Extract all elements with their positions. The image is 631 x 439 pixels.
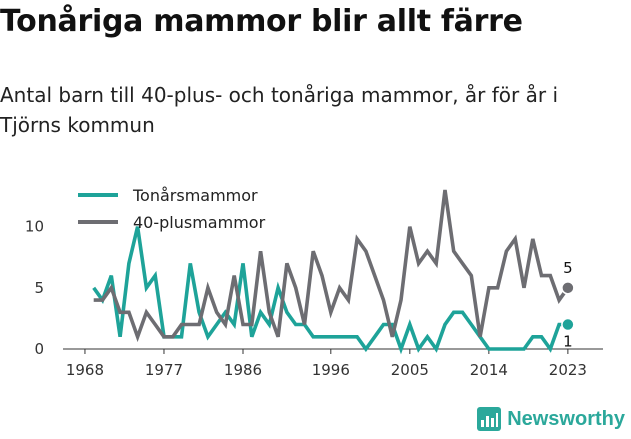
y-tick-label: 5 (34, 279, 44, 297)
brand: Newsworthy (477, 407, 625, 431)
chart-title: Tonåriga mammor blir allt färre (0, 4, 523, 39)
y-tick-label: 10 (25, 218, 44, 236)
x-tick-label: 1986 (224, 361, 262, 379)
x-tick-label: 2014 (470, 361, 508, 379)
x-tick-label: 1977 (145, 361, 183, 379)
end-point-marker-1 (561, 317, 575, 332)
brand-name: Newsworthy (507, 407, 625, 430)
end-point-label-0: 5 (563, 259, 573, 277)
x-tick-label: 1996 (312, 361, 350, 379)
legend-label-0: Tonårsmammor (132, 186, 258, 205)
series-line-1 (93, 189, 570, 343)
bar-chart-logo-icon (477, 407, 502, 431)
end-point-marker-0 (561, 281, 575, 295)
chart-subtitle: Antal barn till 40-plus- och tonåriga ma… (0, 83, 559, 137)
x-tick-label: 1968 (66, 361, 104, 379)
y-tick-label: 0 (34, 340, 44, 358)
x-tick-label: 2005 (391, 361, 429, 379)
legend-label-1: 40-plusmammor (133, 213, 266, 232)
x-tick-label: 2023 (549, 361, 587, 379)
end-point-label-1: 1 (563, 333, 573, 351)
